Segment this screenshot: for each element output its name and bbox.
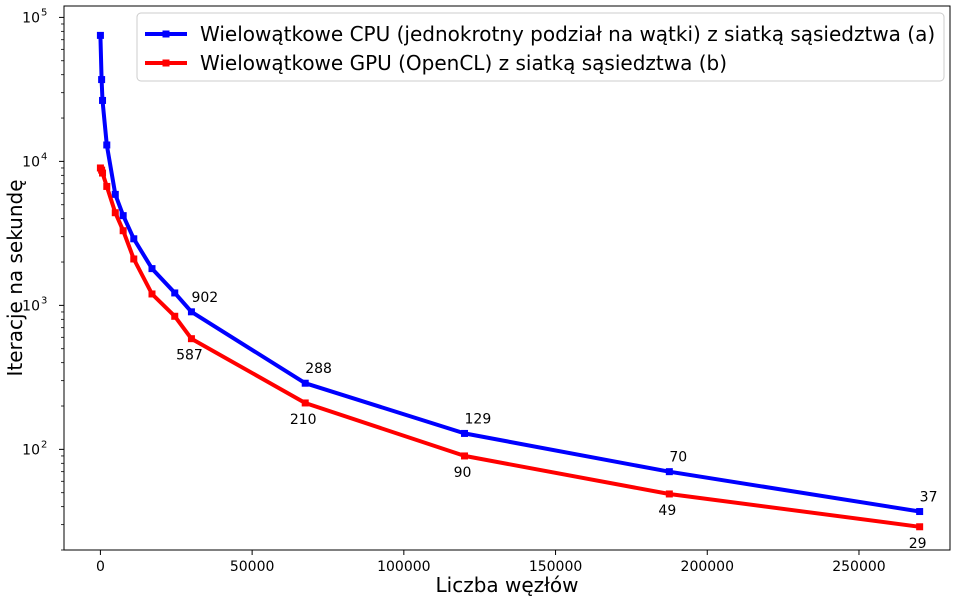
data-label: 70 [669,450,687,466]
series-point-2 [111,209,119,217]
data-label: 37 [920,490,938,506]
series-point-1 [96,31,104,39]
data-label: 129 [465,411,492,427]
x-tick-label: 250000 [832,559,885,575]
legend: Wielowątkowe CPU (jednokrotny podział na… [136,12,945,82]
series-point-1 [301,379,309,387]
y-axis-label: Iteracje na sekundę [3,179,27,376]
y-tick-exponent: 4 [41,151,47,162]
series-point-1 [461,429,469,437]
series-point-1 [148,265,156,273]
series-point-2 [119,227,127,235]
series-point-2 [130,255,138,263]
y-tick-label: 10 [22,442,40,458]
data-label-layer: 902 288 129 70 37 587 210 90 49 29 [176,290,937,552]
x-tick-label: 50000 [230,559,275,575]
data-label: 210 [290,412,317,428]
legend-marker-1 [162,30,170,38]
legend-entry-2: Wielowątkowe GPU (OpenCL) z siatką sąsie… [200,51,727,75]
series-point-2 [301,399,309,407]
x-axis-label: Liczba węzłów [436,573,579,597]
series-point-1 [119,212,127,220]
series-point-2 [461,452,469,460]
data-label: 587 [176,348,203,364]
series-line-1 [98,35,921,514]
data-label: 29 [909,536,927,552]
series-point-1 [916,508,924,516]
legend-entry-1: Wielowątkowe CPU (jednokrotny podział na… [200,22,935,46]
series-point-1 [665,468,673,476]
series-point-2 [171,312,179,320]
y-tick-exponent: 2 [41,439,47,450]
series-point-2 [103,182,111,190]
series-point-1 [98,76,106,84]
series-point-2 [916,523,924,531]
plot-frame [63,5,951,551]
series-point-1 [171,289,179,297]
series-point-1 [99,96,107,104]
data-label: 49 [658,503,676,519]
series-point-2 [187,335,195,343]
series-point-2 [99,169,107,177]
x-tick-label: 150000 [529,559,582,575]
y-tick-label: 10 [22,154,40,170]
series-point-2 [665,490,673,498]
legend-marker-2 [162,59,170,67]
data-label: 288 [305,361,332,377]
series-point-1 [187,308,195,316]
y-tick-label: 10 [22,10,40,26]
y-tick-label: 10 [22,298,40,314]
y-tick-exponent: 3 [41,295,47,306]
x-axis: 0 50000 100000 150000 200000 250000 [96,550,886,575]
series-point-1 [111,190,119,198]
series-layer [96,31,924,531]
data-label: 902 [191,290,218,306]
y-tick-exponent: 5 [41,7,47,18]
data-label: 90 [454,465,472,481]
series-point-2 [148,290,156,298]
x-tick-label: 200000 [681,559,734,575]
series-point-1 [130,235,138,243]
series-point-1 [103,141,111,149]
x-tick-label: 0 [96,559,105,575]
series-line-2 [98,167,920,529]
x-tick-label: 100000 [377,559,430,575]
legend-box [136,12,945,82]
